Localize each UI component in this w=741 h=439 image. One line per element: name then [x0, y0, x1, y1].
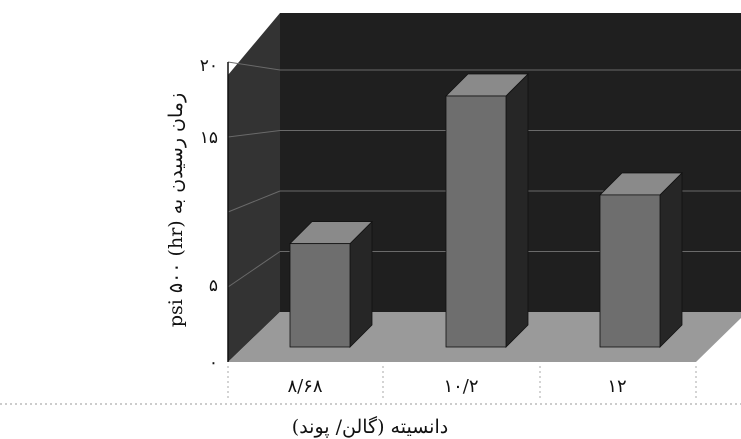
y-tick-label: ۵: [209, 276, 218, 296]
y-tick-label: ۰: [209, 353, 218, 373]
bar-side: [659, 171, 683, 348]
category-label: ۱۰/۲: [443, 376, 478, 397]
y-tick-label: ۱۵: [200, 128, 218, 148]
gridline: [227, 130, 281, 138]
bar-side: [505, 73, 529, 348]
chart-side-wall: [228, 13, 280, 362]
gridline: [227, 251, 281, 288]
bars: [289, 73, 683, 348]
bar-front: [445, 95, 507, 348]
gridline: [227, 190, 281, 213]
bar: [599, 171, 683, 348]
bar-front: [599, 194, 661, 348]
bar: [445, 73, 529, 348]
category-labels: ۸/۶۸ ۱۰/۲ ۱۲: [287, 376, 626, 397]
y-axis-title: زمان رسیدن به psi ۵۰۰ (hr): [165, 93, 187, 327]
x-axis-title: دانسیته (گالن/ پوند): [292, 415, 448, 438]
gridline: [227, 61, 281, 71]
bar-front: [289, 243, 351, 348]
y-tick-label: ۲۰: [200, 56, 218, 76]
category-label: ۱۲: [607, 376, 626, 397]
bar: [289, 220, 373, 348]
category-label: ۸/۶۸: [287, 376, 322, 397]
